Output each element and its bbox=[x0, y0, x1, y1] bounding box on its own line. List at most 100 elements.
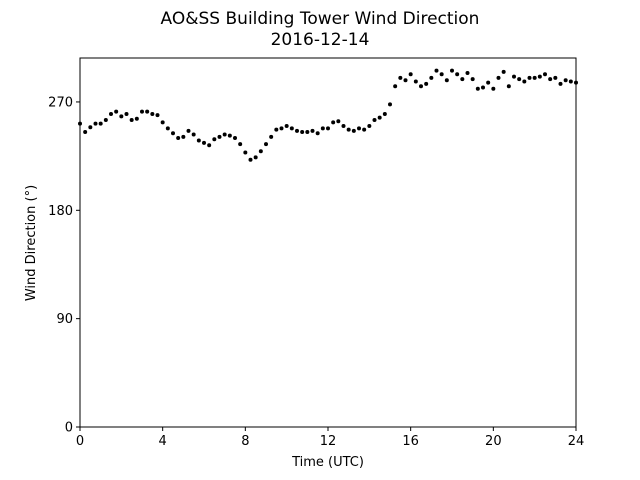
x-axis-label: Time (UTC) bbox=[291, 455, 364, 470]
data-point bbox=[574, 80, 578, 85]
data-point bbox=[424, 81, 429, 86]
x-tick-label: 24 bbox=[568, 434, 585, 449]
y-tick-label: 90 bbox=[56, 312, 73, 327]
data-point bbox=[129, 118, 134, 123]
data-point bbox=[207, 143, 212, 148]
data-point bbox=[475, 86, 480, 91]
data-point bbox=[305, 130, 310, 135]
data-point bbox=[543, 72, 547, 77]
y-tick-label: 270 bbox=[48, 95, 73, 110]
data-point bbox=[134, 116, 139, 121]
data-point bbox=[227, 133, 232, 138]
data-point bbox=[243, 150, 248, 155]
data-point bbox=[78, 121, 82, 126]
data-point bbox=[548, 77, 553, 82]
data-point bbox=[264, 142, 268, 147]
data-point bbox=[553, 75, 558, 80]
data-point bbox=[310, 128, 315, 133]
data-point bbox=[331, 120, 336, 125]
data-point bbox=[253, 155, 258, 160]
data-point bbox=[320, 126, 325, 131]
data-point bbox=[491, 86, 496, 91]
data-point bbox=[93, 121, 98, 126]
data-point bbox=[377, 115, 382, 120]
data-point bbox=[109, 111, 113, 116]
data-point bbox=[568, 79, 573, 84]
x-tick-label: 0 bbox=[76, 434, 84, 449]
data-point bbox=[258, 149, 263, 154]
data-point bbox=[393, 84, 398, 89]
data-point bbox=[279, 126, 284, 131]
data-point bbox=[470, 77, 475, 82]
data-point bbox=[326, 126, 330, 131]
data-point bbox=[98, 121, 103, 126]
data-point bbox=[150, 111, 155, 116]
data-point bbox=[284, 124, 289, 129]
chart-title: AO&SS Building Tower Wind Direction bbox=[161, 9, 480, 29]
data-point bbox=[403, 78, 408, 83]
data-point bbox=[512, 74, 516, 79]
data-point bbox=[527, 75, 532, 80]
data-point bbox=[367, 124, 372, 129]
data-point bbox=[388, 102, 392, 107]
data-point bbox=[558, 81, 563, 86]
data-point bbox=[429, 75, 434, 80]
data-point bbox=[419, 84, 423, 89]
data-point bbox=[351, 128, 356, 133]
data-point bbox=[238, 142, 243, 147]
data-point bbox=[269, 134, 274, 139]
data-point bbox=[114, 109, 119, 114]
data-point bbox=[362, 127, 367, 132]
data-point bbox=[501, 69, 506, 74]
data-point bbox=[517, 77, 522, 82]
data-point bbox=[506, 84, 511, 89]
data-point bbox=[222, 132, 227, 137]
data-point bbox=[315, 131, 320, 136]
data-point bbox=[191, 132, 196, 137]
data-point bbox=[532, 75, 537, 80]
data-point bbox=[382, 111, 387, 116]
data-point bbox=[165, 126, 170, 131]
data-point bbox=[155, 113, 160, 118]
x-tick-label: 12 bbox=[320, 434, 337, 449]
data-point bbox=[300, 130, 305, 135]
data-point bbox=[196, 138, 201, 143]
y-tick-label: 180 bbox=[48, 204, 73, 219]
data-point bbox=[140, 109, 144, 114]
data-point bbox=[341, 124, 346, 129]
data-point bbox=[496, 75, 501, 80]
data-point bbox=[444, 78, 449, 83]
x-tick-label: 16 bbox=[402, 434, 419, 449]
data-point bbox=[295, 128, 299, 133]
data-point bbox=[160, 120, 165, 125]
data-point bbox=[202, 140, 206, 145]
data-point bbox=[413, 79, 418, 84]
data-point bbox=[186, 128, 191, 133]
data-point bbox=[481, 85, 485, 90]
y-axis-label: Wind Direction (°) bbox=[24, 185, 39, 301]
data-point bbox=[522, 79, 527, 84]
x-tick-label: 4 bbox=[159, 434, 167, 449]
data-point bbox=[450, 68, 454, 73]
data-point bbox=[274, 127, 279, 132]
data-point bbox=[346, 127, 351, 132]
data-point bbox=[289, 126, 294, 131]
data-point bbox=[83, 130, 88, 135]
data-point bbox=[408, 72, 413, 77]
data-point bbox=[537, 74, 542, 79]
data-point bbox=[119, 114, 124, 119]
data-point bbox=[563, 78, 568, 83]
data-point bbox=[460, 77, 465, 82]
data-point bbox=[217, 134, 222, 139]
data-point bbox=[181, 134, 186, 139]
data-point bbox=[88, 125, 93, 130]
data-point bbox=[336, 119, 341, 124]
data-point bbox=[176, 136, 181, 141]
x-tick-label: 20 bbox=[485, 434, 502, 449]
y-tick-label: 0 bbox=[65, 421, 73, 436]
data-point bbox=[124, 111, 129, 116]
chart-subtitle: 2016-12-14 bbox=[271, 30, 370, 50]
data-point bbox=[233, 136, 237, 141]
plot-frame bbox=[79, 57, 577, 428]
